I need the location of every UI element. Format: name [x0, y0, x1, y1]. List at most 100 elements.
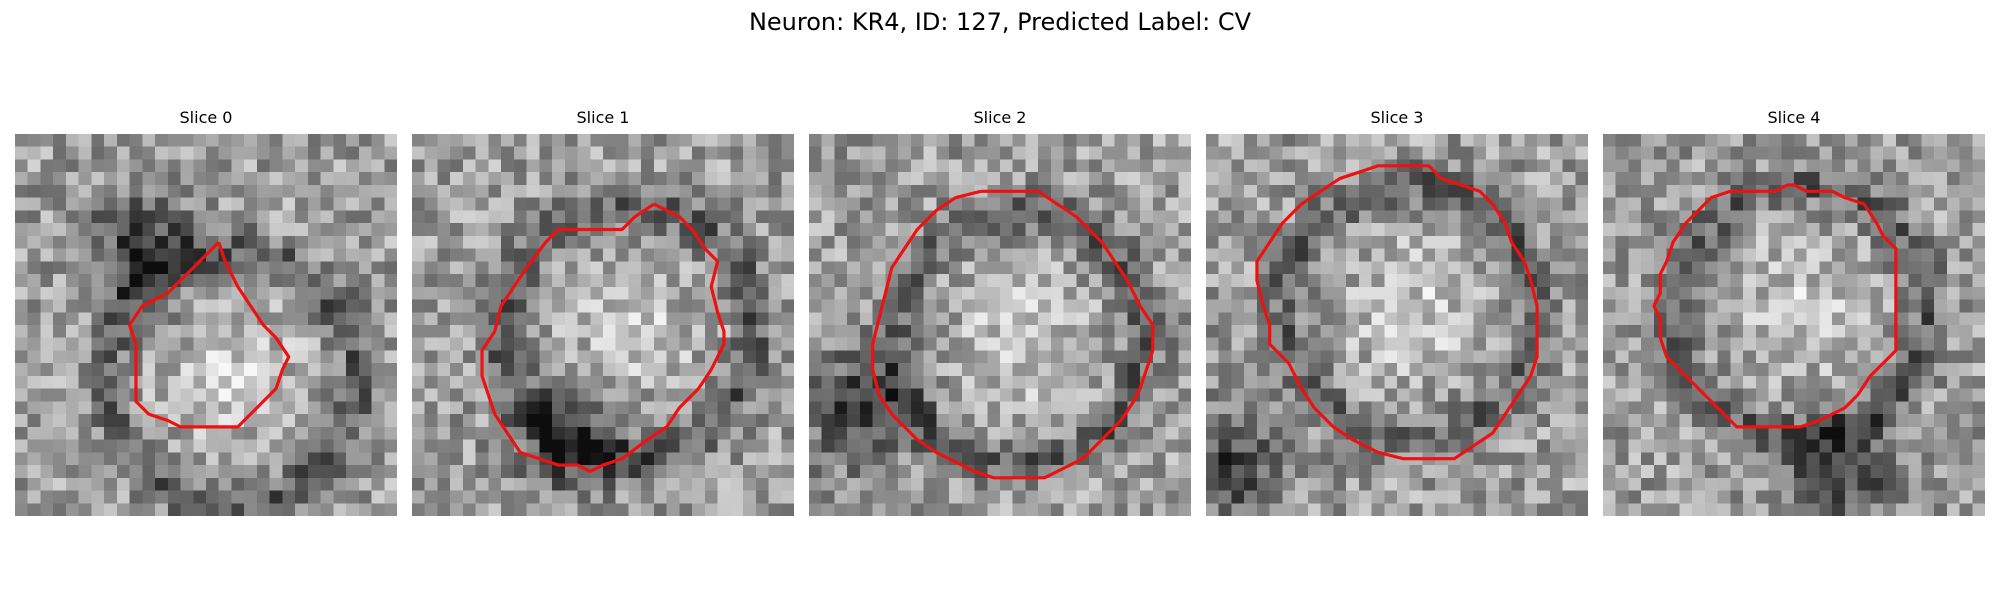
pixel: [1946, 312, 1960, 326]
pixel: [1511, 197, 1525, 211]
pixel: [1768, 465, 1782, 479]
pixel: [1231, 197, 1245, 211]
pixel: [1012, 426, 1026, 440]
pixel: [53, 274, 67, 288]
pixel: [1397, 184, 1410, 198]
pixel: [1615, 414, 1629, 428]
pixel: [1524, 210, 1538, 224]
pixel: [244, 197, 258, 211]
pixel: [371, 286, 385, 300]
pixel: [987, 261, 1001, 275]
pixel: [180, 223, 194, 237]
pixel: [1025, 210, 1039, 224]
pixel: [974, 299, 988, 313]
pixel: [1806, 146, 1820, 160]
pixel: [1409, 414, 1423, 428]
pixel: [1140, 477, 1154, 491]
pixel: [1460, 274, 1474, 288]
pixel: [1511, 414, 1525, 428]
pixel: [1165, 312, 1179, 326]
pixel: [1447, 261, 1461, 275]
pixel: [1768, 197, 1782, 211]
pixel: [1511, 172, 1525, 186]
pixel: [1218, 159, 1232, 173]
slice-image: [1206, 134, 1588, 516]
pixel: [949, 184, 963, 198]
pixel: [1575, 312, 1588, 326]
pixel: [1679, 477, 1693, 491]
pixel: [679, 426, 693, 440]
pixel: [1615, 312, 1629, 326]
pixel: [307, 490, 321, 504]
pixel: [501, 146, 515, 160]
pixel: [552, 477, 566, 491]
pixel: [564, 159, 578, 173]
pixel: [1653, 477, 1667, 491]
pixel: [809, 426, 822, 440]
pixel: [1101, 197, 1115, 211]
pixel: [1549, 197, 1563, 211]
pixel: [1346, 134, 1360, 147]
pixel: [78, 172, 92, 186]
pixel: [1101, 274, 1115, 288]
pixel: [40, 286, 54, 300]
pixel: [307, 503, 321, 516]
pixel: [1730, 452, 1744, 466]
pixel: [1460, 465, 1474, 479]
pixel: [371, 477, 385, 491]
pixel: [910, 325, 924, 338]
pixel: [1447, 465, 1461, 479]
pixel: [1562, 172, 1576, 186]
pixel: [641, 159, 655, 173]
pixel: [1333, 159, 1347, 173]
pixel: [180, 248, 194, 262]
pixel: [1435, 375, 1449, 389]
pixel: [1206, 197, 1219, 211]
pixel: [1934, 146, 1948, 160]
pixel: [384, 299, 397, 313]
pixel: [743, 490, 757, 504]
pixel: [679, 465, 693, 479]
pixel: [1076, 414, 1090, 428]
pixel: [987, 286, 1001, 300]
pixel: [1781, 261, 1795, 275]
pixel: [768, 210, 782, 224]
pixel: [1794, 363, 1807, 377]
pixel: [885, 235, 899, 249]
pixel: [1320, 439, 1334, 453]
pixel: [1409, 325, 1423, 338]
pixel: [1615, 146, 1629, 160]
pixel: [653, 388, 667, 402]
pixel: [859, 172, 873, 186]
pixel: [743, 388, 757, 402]
pixel: [1666, 134, 1680, 147]
pixel: [1537, 325, 1551, 338]
pixel: [885, 134, 899, 147]
pixel: [1231, 401, 1245, 415]
pixel: [167, 426, 181, 440]
pixel: [1089, 261, 1103, 275]
pixel: [974, 172, 988, 186]
pixel: [1743, 248, 1757, 262]
pixel: [603, 439, 616, 453]
pixel: [898, 312, 912, 326]
pixel: [244, 350, 258, 364]
pixel: [320, 274, 334, 288]
pixel: [437, 439, 451, 453]
pixel: [231, 350, 245, 364]
pixel: [231, 261, 245, 275]
pixel: [1101, 286, 1115, 300]
pixel: [847, 248, 861, 262]
pixel: [1946, 184, 1960, 198]
segmentation-contour: [871, 189, 1155, 480]
pixel: [1959, 210, 1973, 224]
pixel: [1384, 375, 1398, 389]
pixel: [1089, 452, 1103, 466]
pixel: [1101, 299, 1115, 313]
pixel: [910, 286, 924, 300]
pixel: [1883, 146, 1897, 160]
pixel: [847, 414, 861, 428]
pixel: [1025, 223, 1039, 237]
pixel: [1819, 223, 1833, 237]
pixel: [1844, 426, 1858, 440]
